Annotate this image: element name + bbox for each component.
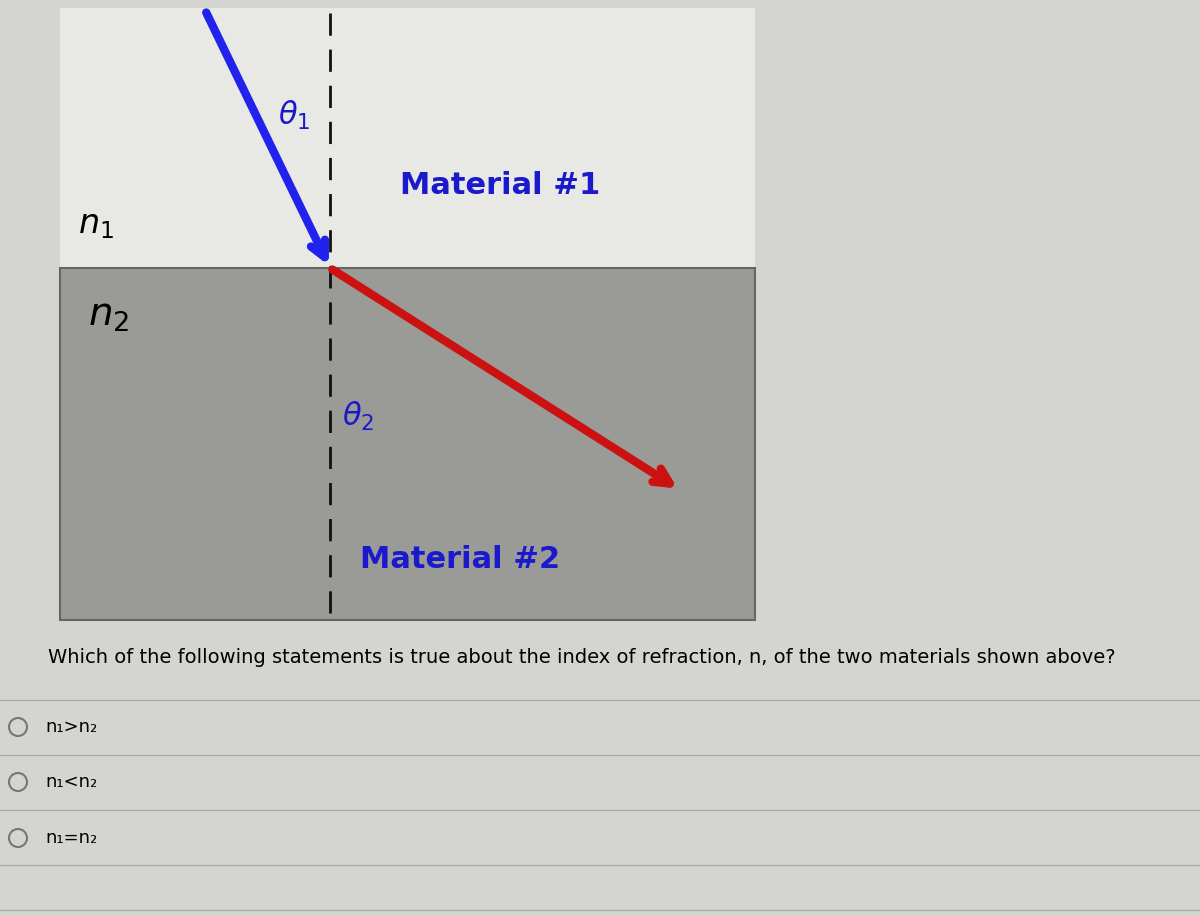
Bar bbox=[60, 268, 755, 620]
Text: Which of the following statements is true about the index of refraction, n, of t: Which of the following statements is tru… bbox=[48, 648, 1116, 667]
Text: n₁=n₂: n₁=n₂ bbox=[46, 829, 97, 847]
Bar bbox=[60, 8, 755, 268]
Bar bbox=[60, 268, 755, 620]
Text: n₁>n₂: n₁>n₂ bbox=[46, 718, 97, 736]
Text: $n_2$: $n_2$ bbox=[88, 296, 130, 334]
Text: $\theta_1$: $\theta_1$ bbox=[277, 98, 310, 132]
Text: $n_1$: $n_1$ bbox=[78, 209, 114, 242]
Text: n₁<n₂: n₁<n₂ bbox=[46, 773, 97, 791]
Text: Material #1: Material #1 bbox=[400, 170, 600, 200]
Text: $\theta_2$: $\theta_2$ bbox=[342, 400, 374, 433]
Text: Material #2: Material #2 bbox=[360, 546, 560, 574]
